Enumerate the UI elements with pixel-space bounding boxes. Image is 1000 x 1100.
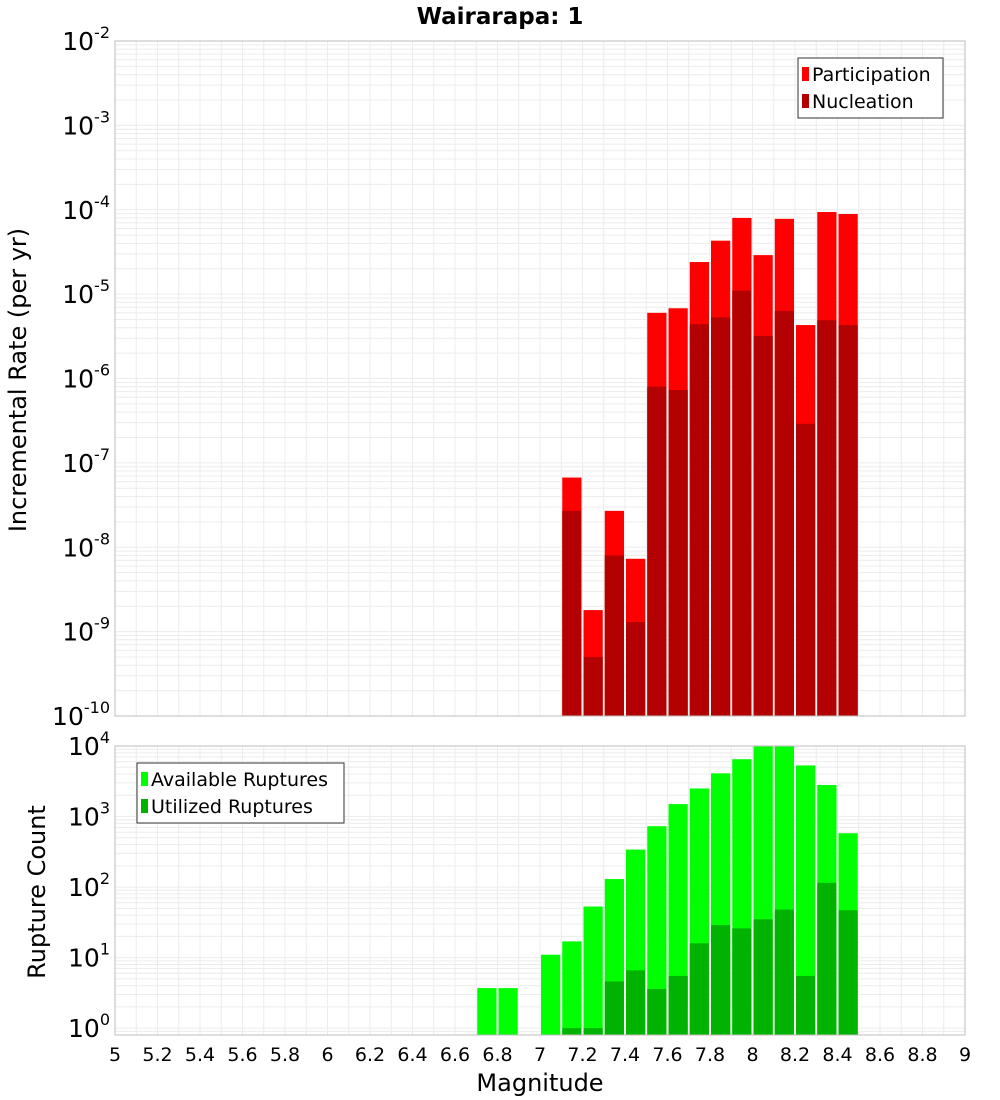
x-tick-label: 6: [321, 1044, 333, 1066]
count-bar-series2: [796, 975, 816, 1035]
rate-legend-swatch: [802, 94, 809, 108]
count-y-ticks: 100 101 102 103 104: [68, 728, 110, 1043]
rate-y-tick-label: 10-8: [62, 529, 110, 562]
x-tick-label: 7.6: [652, 1044, 682, 1066]
rate-bar-series2: [668, 390, 688, 716]
rate-bar-series2: [796, 423, 816, 716]
rate-bar-series2: [604, 555, 624, 716]
x-tick-label: 9: [959, 1044, 971, 1066]
rate-bar-series2: [647, 386, 667, 716]
x-tick-label: 7.8: [695, 1044, 725, 1066]
x-tick-label: 5.8: [270, 1044, 300, 1066]
rate-bar-series2: [732, 290, 752, 716]
rate-legend-label: Nucleation: [812, 91, 914, 113]
count-bar-series1: [498, 988, 518, 1035]
rate-bar-series2: [817, 320, 837, 716]
x-tick-label: 6.8: [482, 1044, 512, 1066]
x-tick-label: 8: [746, 1044, 758, 1066]
count-bar-series2: [668, 975, 688, 1035]
count-bar-series1: [541, 954, 561, 1035]
count-legend-label: Available Ruptures: [151, 769, 328, 791]
chart-title: Wairarapa: 1: [417, 4, 584, 30]
count-bar-series1: [796, 765, 816, 1035]
count-bar-series2: [753, 919, 773, 1035]
count-bar-series2: [817, 882, 837, 1035]
count-bar-series1: [583, 906, 603, 1035]
x-tick-label: 7: [534, 1044, 546, 1066]
rate-bar-series2: [626, 622, 646, 716]
count-legend-label: Utilized Ruptures: [151, 796, 313, 818]
count-bar-series2: [604, 981, 624, 1035]
x-tick-label: 8.6: [865, 1044, 895, 1066]
count-bar-series2: [774, 909, 794, 1035]
x-tick-label: 7.2: [567, 1044, 597, 1066]
count-bar-series2: [689, 943, 709, 1035]
count-bar-series2: [562, 1028, 582, 1035]
rate-bar-series2: [583, 657, 603, 716]
count-bar-series2: [838, 910, 858, 1035]
rate-y-tick-label: 10-4: [62, 192, 110, 225]
count-plot: 100 101 102 103 104 Available Ruptures Utilize…: [68, 728, 971, 1066]
count-legend-swatch: [141, 772, 148, 786]
count-bar-series2: [711, 925, 731, 1035]
x-tick-label: 5.4: [185, 1044, 215, 1066]
x-tick-label: 8.4: [822, 1044, 852, 1066]
rate-y-tick-label: 10-6: [62, 361, 110, 394]
rate-y-tick-label: 10-3: [62, 107, 110, 140]
rate-y-ticks: 10-10 10-9 10-8 10-7 10-6 10-5 10-4 10-3 10-2: [52, 23, 110, 731]
rate-bar-series2: [753, 335, 773, 716]
rate-bar-series2: [774, 311, 794, 716]
count-bar-series1: [562, 941, 582, 1035]
x-tick-label: 8.2: [780, 1044, 810, 1066]
count-bar-series2: [732, 928, 752, 1035]
x-tick-label: 5: [109, 1044, 121, 1066]
count-y-tick-label: 100: [68, 1010, 110, 1043]
count-y-tick-label: 101: [68, 940, 110, 973]
rate-bar-series2: [838, 325, 858, 716]
x-tick-label: 6.4: [397, 1044, 427, 1066]
rate-bar-series2: [562, 510, 582, 716]
x-tick-label: 7.4: [610, 1044, 640, 1066]
x-tick-label: 8.8: [907, 1044, 937, 1066]
count-legend-box: [136, 762, 345, 824]
x-tick-label: 5.6: [227, 1044, 257, 1066]
rate-bars: [562, 212, 858, 717]
count-plot-frame: [114, 745, 966, 1036]
rate-plot-frame: [114, 40, 966, 717]
count-bar-series2: [647, 988, 667, 1035]
count-bar-series2: [583, 1028, 603, 1035]
rate-y-tick-label: 10-2: [62, 23, 110, 56]
count-y-tick-label: 103: [68, 799, 110, 832]
x-tick-label: 5.2: [142, 1044, 172, 1066]
rate-y-tick-label: 10-9: [62, 614, 110, 647]
count-y-tick-label: 102: [68, 869, 110, 902]
rate-y-tick-label: 10-5: [62, 276, 110, 309]
x-axis-label: Magnitude: [476, 1069, 603, 1097]
count-legend: Available Ruptures Utilized Ruptures: [136, 762, 345, 824]
count-bars: [477, 746, 858, 1035]
x-tick-label: 6.6: [440, 1044, 470, 1066]
count-bar-series2: [626, 970, 646, 1035]
rate-legend-label: Participation: [812, 64, 931, 86]
x-tick-label: 6.2: [355, 1044, 385, 1066]
count-bar-series1: [477, 988, 497, 1035]
count-y-axis-label: Rupture Count: [23, 805, 51, 979]
x-ticks: 5 5.2 5.4 5.6 5.8 6 6.2 6.4 6.6 6.8 7 7.2 7.4 7.6 7.8 8…: [109, 1044, 971, 1066]
rate-legend: Participation Nucleation: [797, 57, 944, 119]
rate-y-tick-label: 10-10: [52, 698, 110, 731]
rate-y-tick-label: 10-7: [62, 445, 110, 478]
rate-legend-box: [797, 57, 944, 119]
rate-bar-series2: [689, 324, 709, 716]
rate-y-axis-label: Incremental Rate (per yr): [4, 228, 32, 532]
count-bar-series1: [647, 826, 667, 1035]
count-y-tick-label: 104: [68, 728, 110, 761]
rate-legend-swatch: [802, 67, 809, 81]
rate-plot: 10-10 10-9 10-8 10-7 10-6 10-5 10-4 10-3 10-2 Par…: [52, 23, 966, 731]
rate-bar-series2: [711, 317, 731, 716]
count-legend-swatch: [141, 799, 148, 813]
rate-grid: [114, 41, 966, 717]
